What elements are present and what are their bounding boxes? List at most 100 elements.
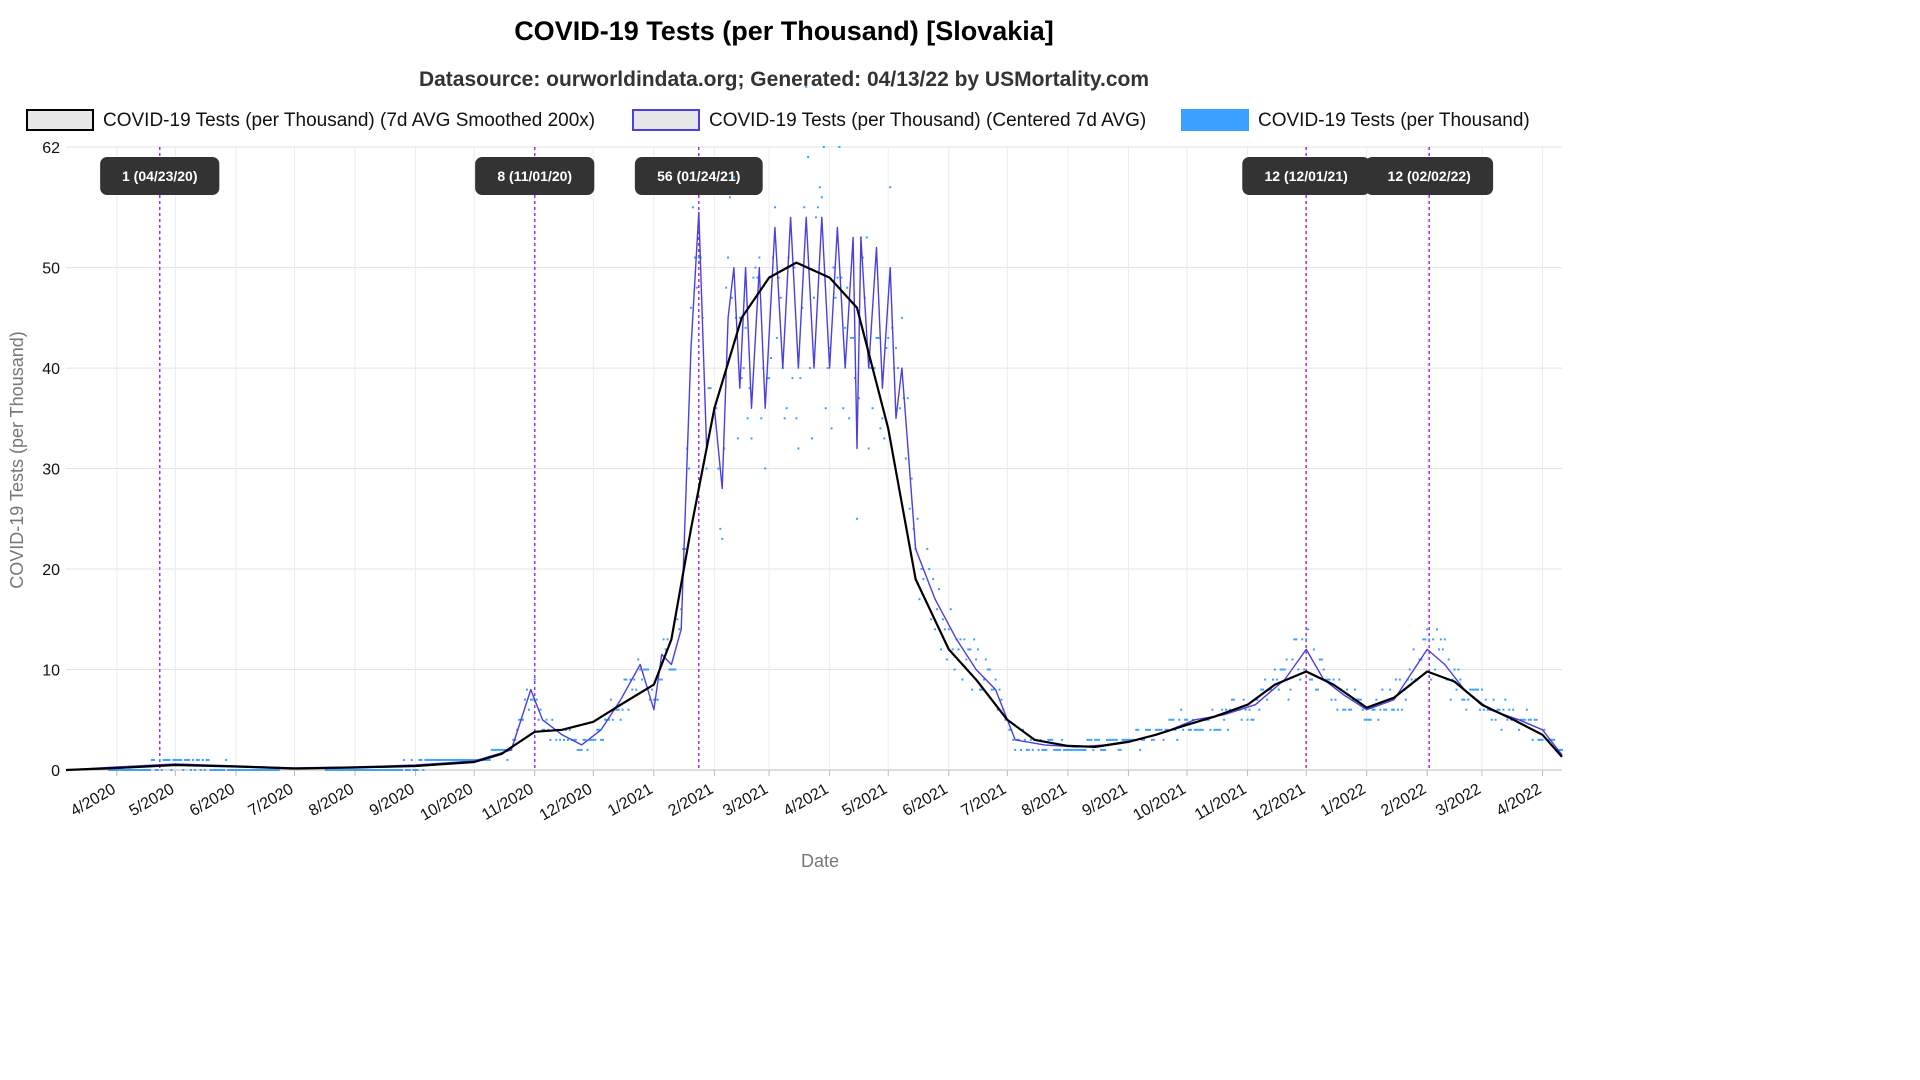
raw-point xyxy=(779,296,782,299)
raw-point xyxy=(1531,738,1534,741)
raw-point xyxy=(635,688,638,691)
raw-point xyxy=(422,769,425,771)
raw-point xyxy=(994,678,997,681)
raw-point xyxy=(1297,668,1300,671)
raw-point xyxy=(986,668,989,671)
raw-point xyxy=(1129,738,1132,741)
raw-point xyxy=(1082,748,1085,751)
chart-subtitle: Datasource: ourworldindata.org; Generate… xyxy=(419,68,1149,91)
smoothed-7d-avg-line xyxy=(65,261,1563,772)
raw-point xyxy=(434,758,437,761)
raw-point xyxy=(160,769,163,771)
raw-point xyxy=(1307,628,1310,631)
raw-point xyxy=(748,387,751,390)
legend-swatch xyxy=(632,109,700,131)
raw-point xyxy=(457,758,460,761)
raw-point xyxy=(1148,728,1151,731)
raw-point xyxy=(1053,748,1056,751)
raw-point xyxy=(1539,738,1542,741)
raw-point xyxy=(852,336,855,339)
raw-point xyxy=(406,769,409,771)
raw-point xyxy=(1059,748,1062,751)
raw-point xyxy=(1436,628,1439,631)
raw-point xyxy=(840,276,843,279)
raw-point xyxy=(615,708,618,711)
raw-point xyxy=(1043,748,1046,751)
raw-point xyxy=(1072,748,1075,751)
raw-point xyxy=(648,698,651,701)
raw-point xyxy=(1266,698,1269,701)
raw-point xyxy=(900,316,903,319)
raw-point xyxy=(174,758,177,761)
raw-point xyxy=(1055,748,1058,751)
raw-point xyxy=(1170,718,1173,721)
raw-point xyxy=(879,427,882,430)
raw-point xyxy=(1494,718,1497,721)
raw-point xyxy=(1090,738,1093,741)
raw-point xyxy=(1391,708,1394,711)
raw-point xyxy=(420,758,423,761)
raw-point xyxy=(969,648,972,651)
raw-point xyxy=(354,769,357,771)
raw-point xyxy=(988,668,991,671)
raw-point xyxy=(906,397,909,400)
raw-point xyxy=(391,769,394,771)
raw-point xyxy=(1164,728,1167,731)
raw-point xyxy=(855,517,858,520)
raw-point xyxy=(1398,678,1401,681)
raw-point xyxy=(1156,728,1159,731)
raw-point xyxy=(195,758,198,761)
raw-point xyxy=(549,738,552,741)
raw-point xyxy=(1213,728,1216,731)
raw-point xyxy=(1207,718,1210,721)
raw-point xyxy=(1289,688,1292,691)
centered-7d-avg-line xyxy=(65,211,1563,771)
raw-point xyxy=(582,738,585,741)
raw-point xyxy=(1490,718,1493,721)
raw-point xyxy=(641,678,644,681)
x-tick-label: 6/2021 xyxy=(900,781,951,820)
raw-point xyxy=(1393,708,1396,711)
raw-point xyxy=(889,186,892,189)
legend-label: COVID-19 Tests (per Thousand) xyxy=(1258,110,1530,131)
x-tick-label: 10/2021 xyxy=(1130,781,1189,825)
raw-point xyxy=(184,758,187,761)
raw-point xyxy=(908,507,911,510)
raw-point xyxy=(1143,738,1146,741)
raw-point xyxy=(596,728,599,731)
raw-point xyxy=(943,628,946,631)
raw-point xyxy=(1486,708,1489,711)
raw-point xyxy=(107,769,110,771)
raw-point xyxy=(379,769,382,771)
raw-point xyxy=(1219,728,1222,731)
raw-point xyxy=(643,668,646,671)
raw-point xyxy=(365,769,368,771)
chart-legend[interactable]: COVID-19 Tests (per Thousand) (7d AVG Sm… xyxy=(26,109,1530,131)
raw-point xyxy=(1334,698,1337,701)
raw-point xyxy=(1182,728,1185,731)
raw-point xyxy=(250,769,253,771)
raw-point xyxy=(676,618,679,621)
raw-point xyxy=(152,758,155,761)
raw-point xyxy=(1252,718,1255,721)
raw-point xyxy=(361,769,364,771)
raw-point xyxy=(783,417,786,420)
x-tick-label: 6/2020 xyxy=(187,781,238,820)
raw-point xyxy=(566,738,569,741)
raw-point xyxy=(1344,708,1347,711)
raw-point xyxy=(1150,738,1153,741)
y-tick-label: 50 xyxy=(42,261,60,278)
x-tick-label: 8/2021 xyxy=(1019,781,1070,820)
raw-point xyxy=(1441,648,1444,651)
x-axis-ticks: 4/2020 5/2020 6/2020 7/2020 8/2020 9/2020 10/2… xyxy=(68,770,1545,824)
raw-point xyxy=(1088,738,1091,741)
raw-point xyxy=(1103,748,1106,751)
annotation-label: 12 (12/01/21) xyxy=(1265,168,1348,184)
raw-point xyxy=(797,447,800,450)
raw-point xyxy=(535,698,538,701)
raw-point xyxy=(215,769,218,771)
raw-point xyxy=(559,738,562,741)
raw-point xyxy=(1123,738,1126,741)
raw-point xyxy=(928,568,931,571)
raw-point xyxy=(367,769,370,771)
